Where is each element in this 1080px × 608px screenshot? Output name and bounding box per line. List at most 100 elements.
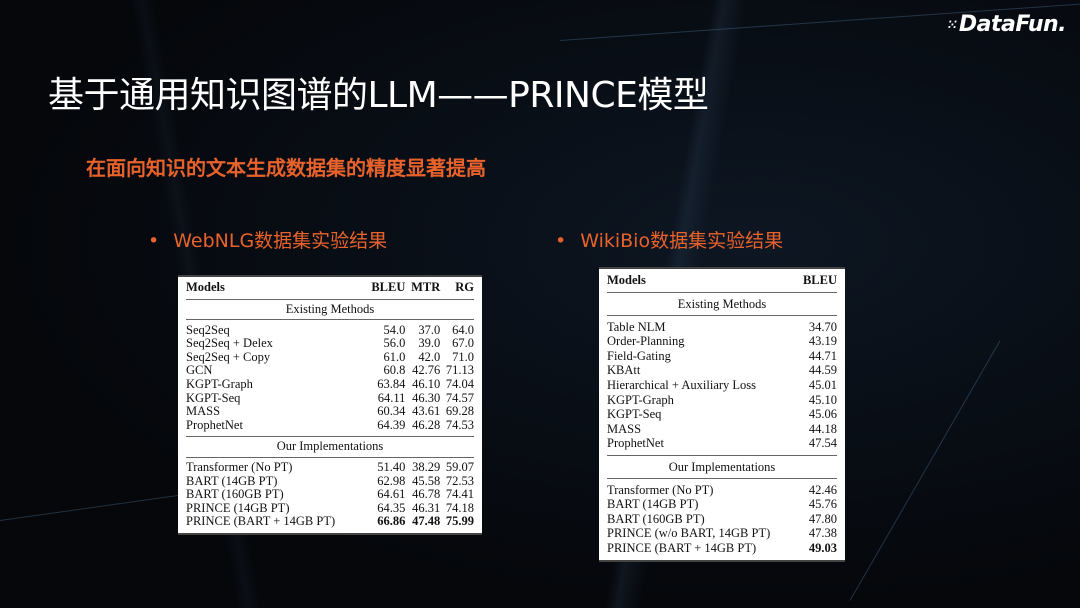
section-row: Existing Methods: [186, 298, 474, 321]
cell-value: 46.28: [412, 417, 441, 432]
cell-value: 64.11: [377, 390, 406, 405]
column-header: BLEU: [371, 280, 406, 294]
table-row: PRINCE (w/o BART, 14GB PT) 47.38: [607, 526, 837, 541]
wikibio-results-table: Models BLEU Existing Methods Table NLM 34.70…: [599, 267, 845, 562]
cell-value: 56.0: [383, 336, 406, 351]
cell-model: Transformer (No PT): [186, 460, 293, 475]
table-row: KBAtt 44.59: [607, 363, 837, 378]
table-row: KGPT-Seq 64.11 46.30 74.57: [186, 390, 474, 406]
cell-value: 37.0: [418, 322, 441, 337]
table-row: KGPT-Graph 63.84 46.10 74.04: [186, 377, 474, 392]
webnlg-results-table: Models BLEU MTR RG Existing Methods Seq2Seq 54…: [178, 275, 482, 535]
table-row: Hierarchical + Auxiliary Loss 45.01: [607, 378, 837, 393]
cell-value: 61.0: [383, 349, 406, 364]
cell-model: MASS: [186, 404, 221, 419]
section-label: Our Implementations: [186, 435, 474, 458]
table-row: MASS 44.18: [607, 422, 837, 437]
cell-model: BART (160GB PT): [607, 511, 705, 526]
section-row: Our Implementations: [186, 435, 474, 458]
cell-model: KGPT-Seq: [607, 407, 662, 422]
cell-model: KGPT-Graph: [607, 392, 674, 407]
cell-value: 45.10: [808, 392, 837, 407]
cell-value: 42.76: [412, 363, 441, 378]
cell-model: GCN: [186, 363, 213, 378]
cell-model: PRINCE (BART + 14GB PT): [607, 541, 757, 555]
cell-value: 75.99: [445, 514, 474, 529]
cell-value: 34.70: [808, 319, 837, 334]
cell-value: 47.48: [412, 514, 441, 529]
cell-value: 54.0: [383, 322, 406, 337]
cell-value: 46.31: [412, 500, 441, 515]
column-header: MTR: [411, 280, 441, 294]
cell-model: MASS: [607, 421, 642, 436]
cell-value: 67.0: [452, 336, 474, 351]
cell-value: 44.71: [808, 348, 837, 363]
cell-value: 64.35: [377, 500, 406, 515]
cell-value: 42.0: [418, 349, 441, 364]
bullet-text: WikiBio数据集实验结果: [580, 230, 784, 252]
section-label: Our Implementations: [607, 454, 837, 480]
cell-model: BART (160GB PT): [186, 487, 284, 502]
cell-value: 43.61: [412, 404, 441, 419]
slide-title: 基于通用知识图谱的LLM——PRINCE模型: [48, 75, 709, 116]
cell-value: 43.19: [808, 334, 837, 349]
cell-value: 47.54: [808, 436, 837, 451]
table-row: ProphetNet 64.39 46.28 74.53: [186, 417, 474, 433]
datafun-logo: ⁙DataFun.: [947, 12, 1066, 37]
table-row: PRINCE (BART + 14GB PT) 49.03: [607, 541, 837, 556]
table-row: PRINCE (14GB PT) 64.35 46.31 74.18: [186, 500, 474, 516]
column-header: RG: [455, 280, 474, 294]
cell-model: Hierarchical + Auxiliary Loss: [607, 378, 757, 393]
column-header: Models: [607, 273, 646, 287]
cell-value: 62.98: [377, 473, 406, 488]
cell-model: Seq2Seq + Copy: [186, 349, 271, 364]
cell-value: 64.0: [452, 322, 474, 337]
cell-value: 45.76: [808, 497, 837, 512]
table-row: Transformer (No PT) 42.46: [607, 483, 837, 498]
cell-model: ProphetNet: [607, 436, 664, 451]
cell-value: 64.61: [377, 487, 406, 502]
cell-value: 64.39: [377, 417, 406, 432]
cell-value: 74.53: [445, 417, 474, 432]
bullet-webnlg: • WebNLG数据集实验结果: [148, 226, 387, 253]
table-row: Field-Gating 44.71: [607, 349, 837, 364]
cell-value: 63.84: [377, 377, 406, 392]
cell-value: 74.04: [445, 377, 474, 392]
cell-model: Table NLM: [607, 319, 666, 334]
cell-value: 71.0: [452, 349, 474, 364]
cell-model: Field-Gating: [607, 348, 671, 363]
cell-model: PRINCE (BART + 14GB PT): [186, 514, 336, 529]
bullet-text: WebNLG数据集实验结果: [173, 230, 388, 252]
cell-value: 71.13: [445, 363, 474, 378]
cell-value: 46.30: [412, 390, 441, 405]
table-row: ProphetNet 47.54: [607, 436, 837, 451]
cell-value: 44.18: [808, 421, 837, 436]
bullet-icon: •: [148, 230, 160, 252]
cell-value: 60.34: [377, 404, 406, 419]
header-row: Models BLEU MTR RG: [186, 277, 474, 299]
cell-model: PRINCE (w/o BART, 14GB PT): [607, 526, 771, 541]
cell-model: KGPT-Graph: [186, 377, 253, 392]
cell-value: 74.41: [445, 487, 474, 502]
cell-value: 59.07: [445, 460, 474, 475]
cell-model: ProphetNet: [186, 417, 243, 432]
section-label: Existing Methods: [186, 298, 474, 321]
cell-model: BART (14GB PT): [186, 473, 278, 488]
cell-value: 47.38: [808, 526, 837, 541]
cell-value: 46.78: [412, 487, 441, 502]
cell-model: Order-Planning: [607, 334, 685, 349]
bullet-icon: •: [555, 230, 567, 252]
table-row: BART (14GB PT) 62.98 45.58 72.53: [186, 473, 474, 489]
table-row: Table NLM 34.70: [607, 320, 837, 335]
table-row: Order-Planning 43.19: [607, 334, 837, 349]
table-row: MASS 60.34 43.61 69.28: [186, 405, 474, 419]
cell-value: 74.18: [445, 500, 474, 515]
cell-model: KGPT-Seq: [186, 390, 241, 405]
cell-value: 46.10: [412, 377, 441, 392]
table-row: GCN 60.8 42.76 71.13: [186, 364, 474, 378]
cell-value: 74.57: [445, 390, 474, 405]
table-row: BART (160GB PT) 47.80: [607, 512, 837, 527]
cell-value: 69.28: [445, 404, 474, 419]
table-row: Seq2Seq + Delex 56.0 39.0 67.0: [186, 337, 474, 351]
slide-subtitle: 在面向知识的文本生成数据集的精度显著提高: [86, 156, 486, 180]
